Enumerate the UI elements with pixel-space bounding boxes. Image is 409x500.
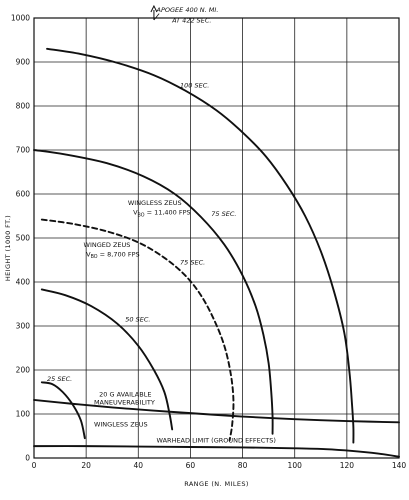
annotation-label: 100 SEC.	[180, 82, 209, 90]
x-tick-label: 120	[340, 461, 355, 470]
series-line-25-sec	[40, 381, 86, 440]
annotation-label: WARHEAD LIMIT (GROUND EFFECTS)	[157, 437, 276, 445]
plot-frame	[33, 17, 400, 459]
x-tick-label: 80	[238, 461, 248, 470]
x-tick-label: 0	[32, 461, 37, 470]
annotation-label: WINGED ZEUS	[84, 241, 131, 249]
annotation-label: 75 SEC.	[211, 210, 236, 218]
apogee-arrow-head	[150, 4, 158, 13]
tick-labels: 0 20 40 60 80 100 120 140 0 100 200 300 400 500 600 700…	[11, 14, 406, 470]
series-line-wingless-zeus	[33, 398, 400, 424]
annotation-label: 75 SEC.	[180, 258, 205, 266]
x-tick-label: 140	[392, 461, 407, 470]
y-tick-label: 400	[16, 278, 31, 287]
series-line-warhead-limit-ground-effects	[33, 445, 400, 458]
x-tick-label: 40	[134, 461, 144, 470]
annotation-label: WINGLESS ZEUS	[94, 420, 148, 428]
annotations: APOGEE 400 N. MI. AT 422 SEC. 100 SEC. WING…	[47, 6, 276, 445]
y-tick-label: 200	[16, 366, 31, 375]
y-tick-label: 0	[25, 454, 30, 463]
annotation-label: VBO = 11,400 FPS	[133, 209, 191, 219]
annotation-label: 50 SEC.	[125, 316, 150, 324]
y-tick-label: 300	[16, 322, 31, 331]
apogee-arrow-icon	[150, 4, 160, 21]
annotation-label: 25 SEC.	[47, 375, 72, 383]
y-tick-label: 700	[16, 146, 31, 155]
series-line-100-sec	[46, 47, 355, 444]
annotation-label: AT 422 SEC.	[171, 16, 211, 24]
annotation-label: VBO = 8,700 FPS	[86, 250, 139, 260]
y-tick-label: 800	[16, 102, 31, 111]
x-axis-label: RANGE (N. MILES)	[184, 480, 249, 488]
y-tick-label: 1000	[11, 14, 30, 23]
x-tick-label: 100	[288, 461, 303, 470]
apogee-leader	[153, 13, 160, 21]
y-tick-label: 600	[16, 190, 31, 199]
annotation-label: APOGEE 400 N. MI.	[156, 6, 219, 14]
annotation-label: WINGLESS ZEUS	[128, 199, 182, 207]
y-tick-label: 100	[16, 410, 31, 419]
annotation-label: MANEUVERABILITY	[94, 398, 155, 406]
grid	[33, 17, 400, 459]
y-axis-label: HEIGHT (1000 FT.)	[4, 215, 12, 281]
annotation-label: 20 G AVAILABLE	[99, 390, 151, 398]
curves	[33, 47, 400, 458]
y-tick-label: 500	[16, 234, 31, 243]
x-tick-label: 60	[186, 461, 196, 470]
series-line-75-sec	[33, 149, 274, 435]
series-line-50-sec	[40, 288, 174, 431]
x-tick-label: 20	[81, 461, 91, 470]
series-line-75-sec	[40, 218, 235, 442]
y-tick-label: 900	[16, 58, 31, 67]
